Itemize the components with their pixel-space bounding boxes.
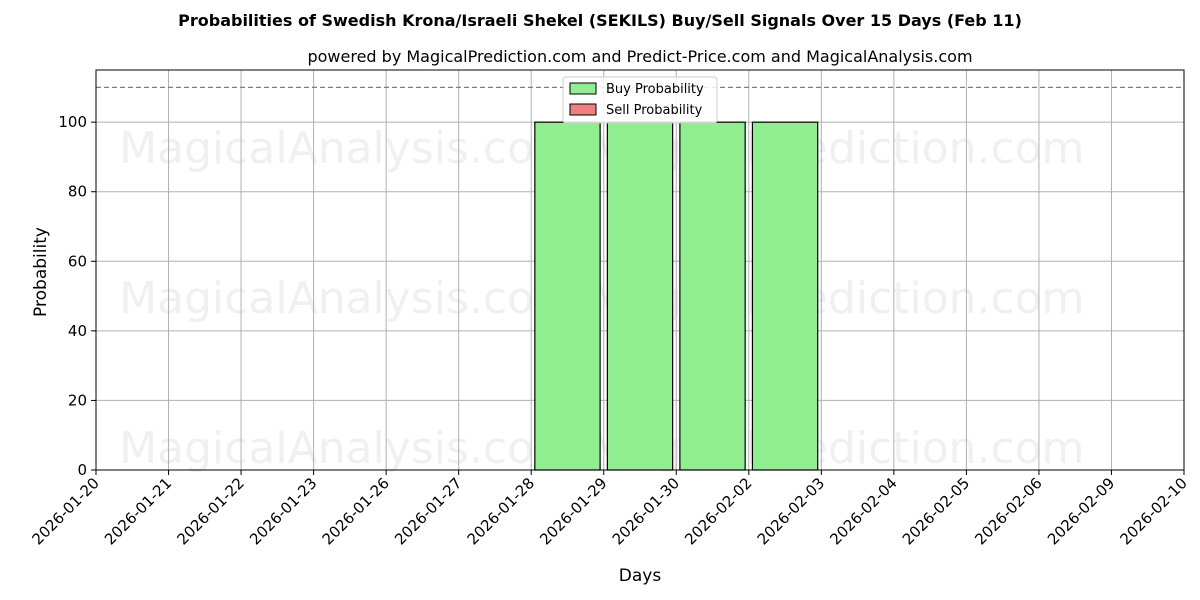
- plot-frame: [95, 69, 1185, 471]
- legend-swatch: [569, 82, 597, 95]
- y-tick-label: 0: [77, 461, 87, 479]
- x-tick-label: 2026-01-28: [464, 474, 538, 548]
- x-axis: 2026-01-202026-01-212026-01-222026-01-23…: [28, 470, 1191, 548]
- x-tick-label: 2026-01-27: [391, 474, 465, 548]
- x-tick-label: 2026-02-03: [754, 474, 828, 548]
- y-tick-label: 80: [68, 183, 87, 201]
- bar: [534, 121, 601, 471]
- x-tick-label: 2026-01-21: [101, 474, 175, 548]
- y-axis-label: Probability: [31, 227, 51, 317]
- x-tick-label: 2026-01-26: [319, 474, 393, 548]
- x-tick-label: 2026-01-20: [28, 474, 102, 548]
- y-tick-label: 40: [68, 322, 87, 340]
- x-tick-label: 2026-02-05: [899, 474, 973, 548]
- x-axis-label: Days: [619, 566, 662, 586]
- chart-subtitle: powered by MagicalPrediction.com and Pre…: [307, 47, 972, 66]
- x-tick-label: 2026-01-22: [174, 474, 248, 548]
- legend-label: Buy Probability: [606, 82, 704, 97]
- chart-title: Probabilities of Swedish Krona/Israeli S…: [178, 11, 1022, 30]
- legend-label: Sell Probability: [606, 103, 703, 118]
- x-tick-label: 2026-02-06: [971, 474, 1045, 548]
- y-tick-label: 100: [58, 113, 87, 131]
- y-axis: 0 20 40 60 80 100: [58, 113, 96, 479]
- watermark-text: MagicalAnalysis.com: [119, 123, 577, 174]
- x-tick-label: 2026-01-23: [246, 474, 320, 548]
- y-tick-label: 20: [68, 391, 87, 409]
- x-tick-label: 2026-02-02: [681, 474, 755, 548]
- bar: [679, 121, 746, 471]
- bars: [534, 121, 819, 471]
- watermarks: MagicalAnalysis.com MagicalPrediction.com…: [119, 123, 1084, 474]
- y-tick-label: 60: [68, 252, 87, 270]
- x-tick-label: 2026-02-10: [1116, 474, 1190, 548]
- bar: [606, 121, 674, 471]
- bar: [751, 121, 819, 471]
- watermark-text: MagicalAnalysis.com: [119, 423, 577, 474]
- watermark-text: MagicalAnalysis.com: [119, 273, 577, 324]
- legend-box: [562, 76, 718, 124]
- x-tick-label: 2026-01-30: [609, 474, 683, 548]
- legend: Buy Probability Sell Probability: [562, 76, 718, 124]
- legend-swatch: [569, 103, 597, 116]
- x-tick-label: 2026-02-09: [1044, 474, 1118, 548]
- x-tick-label: 2026-02-04: [826, 474, 900, 548]
- x-tick-label: 2026-01-29: [536, 474, 610, 548]
